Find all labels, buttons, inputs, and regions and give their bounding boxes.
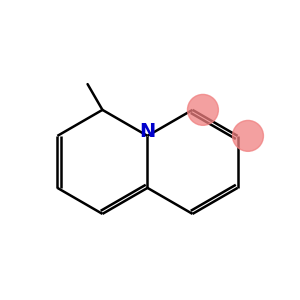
Circle shape bbox=[188, 94, 218, 125]
Text: N: N bbox=[140, 122, 156, 141]
Circle shape bbox=[232, 120, 263, 151]
